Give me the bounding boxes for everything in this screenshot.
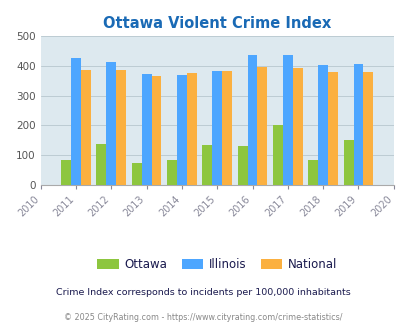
Bar [96,144,106,185]
Legend: Ottawa, Illinois, National: Ottawa, Illinois, National [92,253,341,276]
Bar [61,160,71,185]
Bar [282,55,292,185]
Bar [272,125,282,185]
Bar [327,72,337,185]
Bar [186,74,196,185]
Bar [177,75,186,185]
Bar [81,70,91,185]
Bar [202,145,212,185]
Bar [71,58,81,185]
Bar [222,71,232,185]
Bar [362,72,373,185]
Bar [353,64,362,185]
Text: © 2025 CityRating.com - https://www.cityrating.com/crime-statistics/: © 2025 CityRating.com - https://www.city… [64,313,341,322]
Bar [151,76,161,185]
Bar [237,146,247,185]
Bar [292,68,302,185]
Bar [247,55,257,185]
Bar [106,62,116,185]
Bar [141,74,151,185]
Bar [131,163,141,185]
Bar [307,160,318,185]
Text: Crime Index corresponds to incidents per 100,000 inhabitants: Crime Index corresponds to incidents per… [55,287,350,297]
Title: Ottawa Violent Crime Index: Ottawa Violent Crime Index [103,16,330,31]
Bar [166,160,177,185]
Bar [318,65,327,185]
Bar [343,140,353,185]
Bar [212,71,222,185]
Bar [116,70,126,185]
Bar [257,67,267,185]
